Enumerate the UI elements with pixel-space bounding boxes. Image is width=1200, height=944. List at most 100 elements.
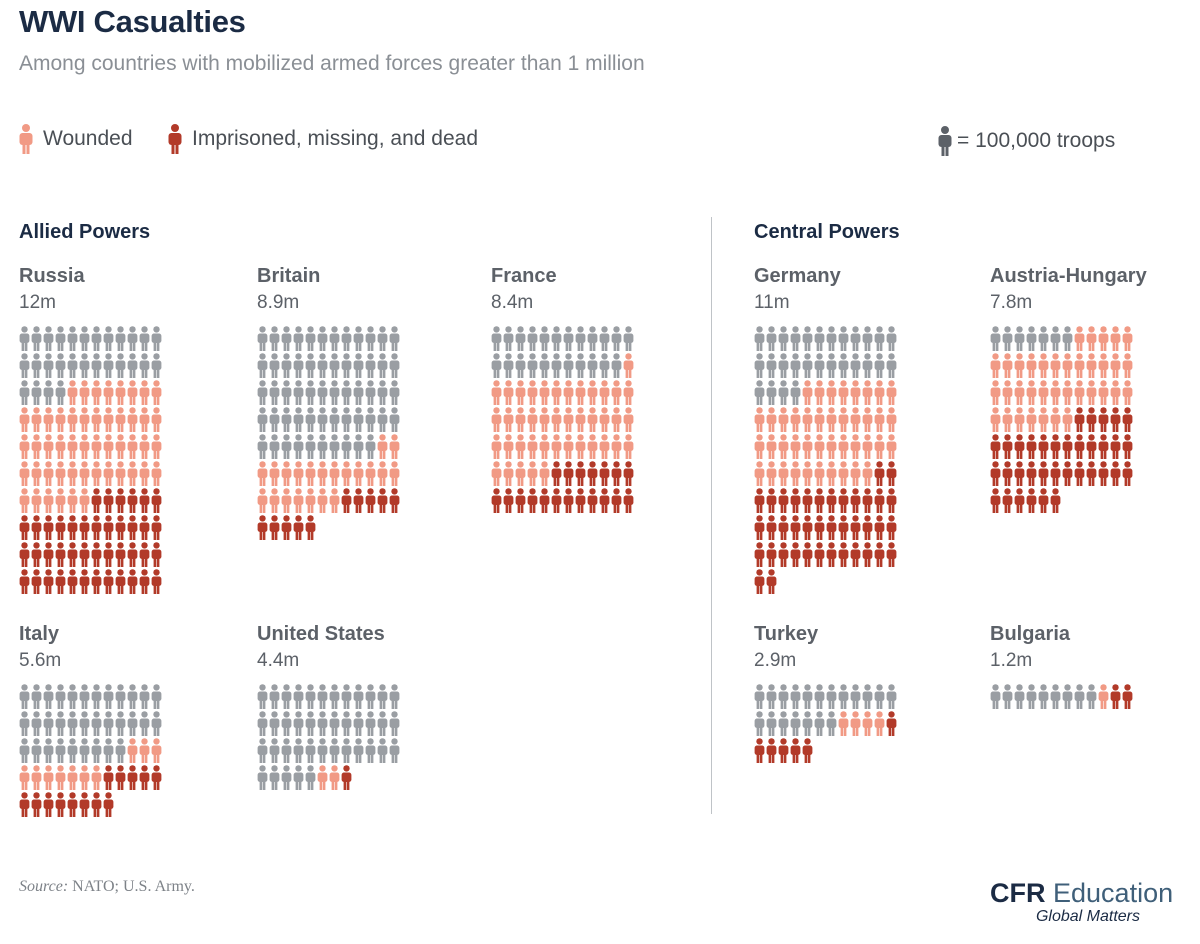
person-figure-wounded xyxy=(611,407,622,432)
person-figure-unharmed xyxy=(886,353,897,378)
person-figure-unharmed xyxy=(754,684,765,709)
person-figure-unharmed xyxy=(503,326,514,351)
person-figure-wounded xyxy=(151,434,162,459)
person-figure-wounded xyxy=(599,380,610,405)
person-figure-unharmed xyxy=(91,738,102,763)
person-figure-unharmed xyxy=(990,684,1001,709)
person-figure-wounded xyxy=(31,461,42,486)
person-figure-wounded xyxy=(103,380,114,405)
person-figure-wounded xyxy=(79,380,90,405)
person-figure-wounded xyxy=(623,353,634,378)
person-figure-dead xyxy=(874,488,885,513)
person-figure-unharmed xyxy=(127,326,138,351)
person-figure-unharmed xyxy=(43,684,54,709)
person-figure-unharmed xyxy=(31,353,42,378)
person-figure-dead xyxy=(1026,488,1037,513)
person-figure-wounded xyxy=(886,407,897,432)
person-figure-wounded xyxy=(874,434,885,459)
person-figure-unharmed xyxy=(281,353,292,378)
person-figure-dead xyxy=(850,488,861,513)
person-figure-wounded xyxy=(55,407,66,432)
person-figure-dead xyxy=(1026,461,1037,486)
person-figure-wounded xyxy=(151,738,162,763)
person-figure-dead xyxy=(67,542,78,567)
person-figure-dead xyxy=(611,488,622,513)
person-figure-unharmed xyxy=(802,684,813,709)
person-figure-unharmed xyxy=(778,326,789,351)
person-figure-dead xyxy=(766,542,777,567)
person-figure-unharmed xyxy=(814,326,825,351)
person-figure-wounded xyxy=(139,407,150,432)
country-name: Italy xyxy=(19,623,60,645)
person-figure-wounded xyxy=(814,434,825,459)
person-figure-unharmed xyxy=(790,353,801,378)
person-figure-wounded xyxy=(838,380,849,405)
country-value: 5.6m xyxy=(19,650,62,671)
country-name: Britain xyxy=(257,265,321,287)
person-figure-wounded xyxy=(389,461,400,486)
person-figure-unharmed xyxy=(269,326,280,351)
person-figure-wounded xyxy=(754,461,765,486)
person-figure-unharmed xyxy=(365,684,376,709)
person-figure-unharmed xyxy=(103,738,114,763)
person-figure-wounded xyxy=(1050,380,1061,405)
person-figure-unharmed xyxy=(19,353,30,378)
person-figure-wounded xyxy=(575,434,586,459)
person-figure-wounded xyxy=(862,434,873,459)
person-figure-unharmed xyxy=(377,326,388,351)
person-figure-dead xyxy=(79,515,90,540)
person-figure-wounded xyxy=(802,434,813,459)
person-figure-wounded xyxy=(826,461,837,486)
person-figure-wounded xyxy=(802,461,813,486)
person-figure-dead xyxy=(754,569,765,594)
pictogram-united-states xyxy=(257,684,400,790)
person-figure-unharmed xyxy=(281,326,292,351)
person-figure-dead xyxy=(766,515,777,540)
person-figure-unharmed xyxy=(329,684,340,709)
person-figure-dead xyxy=(826,488,837,513)
person-figure-dead xyxy=(1014,434,1025,459)
person-figure-wounded xyxy=(850,407,861,432)
person-figure-wounded xyxy=(814,407,825,432)
person-figure-unharmed xyxy=(491,353,502,378)
person-figure-unharmed xyxy=(754,711,765,736)
person-figure-dead xyxy=(874,515,885,540)
person-figure-wounded xyxy=(19,461,30,486)
pictogram-austria-hungary xyxy=(990,326,1133,513)
person-figure-wounded xyxy=(91,407,102,432)
person-figure-wounded xyxy=(115,461,126,486)
country-name: Russia xyxy=(19,265,85,287)
person-figure-dead xyxy=(1038,461,1049,486)
person-figure-dead xyxy=(1122,684,1133,709)
person-figure-dead xyxy=(802,738,813,763)
person-figure-unharmed xyxy=(353,684,364,709)
person-figure-unharmed xyxy=(754,353,765,378)
person-figure-dead xyxy=(115,569,126,594)
person-figure-unharmed xyxy=(43,326,54,351)
person-figure-unharmed xyxy=(790,380,801,405)
person-figure-dead xyxy=(527,488,538,513)
person-figure-dead xyxy=(55,792,66,817)
person-figure-unharmed xyxy=(281,711,292,736)
person-figure-wounded xyxy=(389,434,400,459)
person-figure-unharmed xyxy=(503,353,514,378)
person-figure-unharmed xyxy=(802,711,813,736)
person-figure-dead xyxy=(575,461,586,486)
person-figure-wounded xyxy=(377,434,388,459)
person-figure-dead xyxy=(281,515,292,540)
person-figure-dead xyxy=(1122,407,1133,432)
person-figure-wounded xyxy=(563,434,574,459)
person-figure-dead xyxy=(293,515,304,540)
person-figure-unharmed xyxy=(55,326,66,351)
person-figure-wounded xyxy=(539,380,550,405)
person-figure-wounded xyxy=(55,488,66,513)
person-figure-dead xyxy=(19,569,30,594)
central-powers-heading: Central Powers xyxy=(754,221,900,243)
person-figure-wounded xyxy=(305,488,316,513)
person-figure-dead xyxy=(1110,434,1121,459)
country-value: 7.8m xyxy=(990,292,1033,313)
person-figure-unharmed xyxy=(269,380,280,405)
person-figure-wounded xyxy=(1110,353,1121,378)
person-figure-unharmed xyxy=(55,738,66,763)
source-note: Source: NATO; U.S. Army. xyxy=(19,878,195,896)
